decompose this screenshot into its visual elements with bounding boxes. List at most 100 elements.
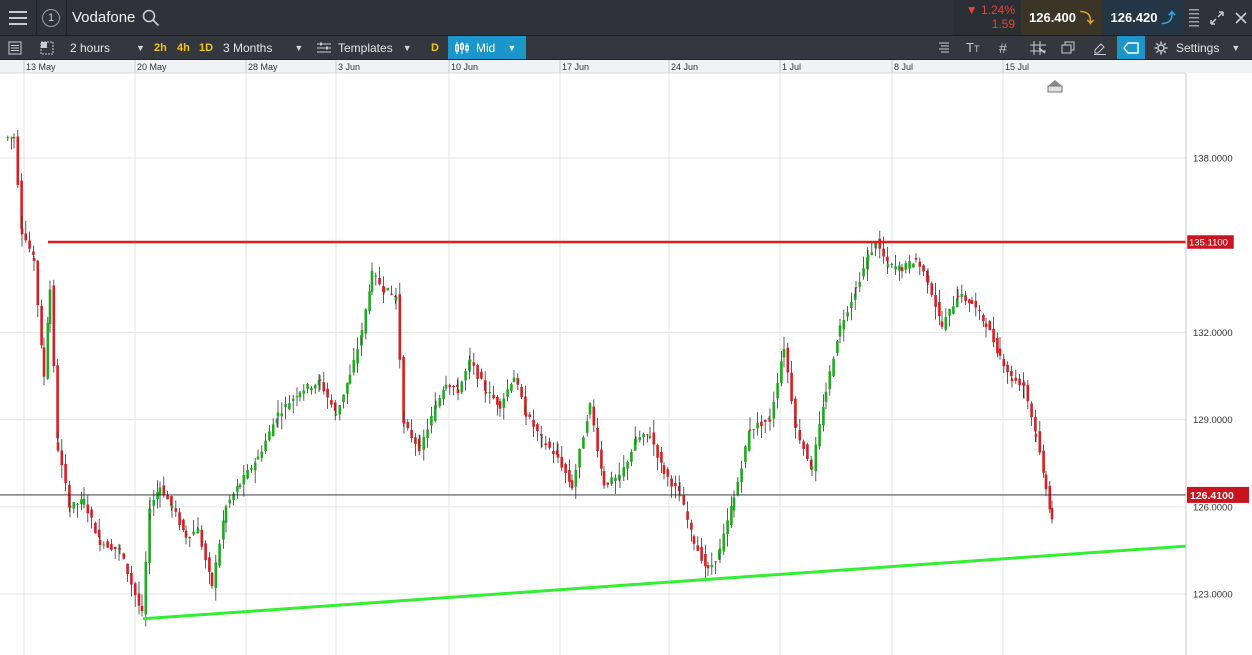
annotation-tool-button[interactable] bbox=[1117, 36, 1145, 59]
candle bbox=[148, 497, 152, 520]
candle bbox=[696, 536, 700, 552]
candle bbox=[1034, 432, 1038, 443]
candle bbox=[984, 317, 988, 338]
candle bbox=[430, 406, 433, 434]
candle bbox=[236, 479, 239, 499]
candle bbox=[188, 536, 192, 548]
candle bbox=[722, 523, 726, 555]
quick-interval-4h[interactable]: 4h bbox=[177, 41, 190, 54]
candle bbox=[468, 355, 471, 380]
candle bbox=[904, 260, 908, 274]
buy-button[interactable]: 126.420 ⤴ bbox=[1102, 0, 1184, 35]
text-tool-button[interactable]: TT bbox=[966, 36, 979, 59]
y-tick-label: 123.0000 bbox=[1193, 590, 1233, 601]
instrument-name[interactable]: Vodafone bbox=[72, 9, 136, 26]
layout-button[interactable] bbox=[40, 36, 54, 59]
compare-button[interactable] bbox=[1061, 36, 1075, 59]
candle bbox=[648, 426, 652, 440]
candle bbox=[370, 262, 374, 296]
menu-button[interactable] bbox=[0, 0, 36, 35]
candle bbox=[686, 501, 689, 529]
candle bbox=[730, 496, 733, 528]
candle bbox=[326, 382, 329, 409]
indicators-button[interactable] bbox=[937, 36, 951, 59]
candle bbox=[998, 337, 1002, 360]
candle bbox=[763, 419, 767, 434]
candle bbox=[170, 495, 173, 511]
candle bbox=[618, 475, 622, 489]
sell-button[interactable]: 126.400 ⤵ bbox=[1021, 0, 1102, 35]
close-icon[interactable] bbox=[1235, 11, 1247, 24]
candle bbox=[496, 395, 499, 416]
list-icon bbox=[8, 41, 22, 54]
candle bbox=[484, 381, 488, 395]
crosshair-button[interactable] bbox=[1030, 36, 1046, 59]
candle bbox=[996, 332, 999, 358]
quick-interval-2h[interactable]: 2h bbox=[154, 41, 167, 54]
candle bbox=[744, 445, 747, 469]
candle bbox=[184, 525, 188, 545]
y-tick-label: 129.0000 bbox=[1193, 415, 1233, 426]
candle bbox=[678, 482, 682, 497]
candle bbox=[56, 359, 59, 444]
templates-select[interactable]: Templates ▼ bbox=[317, 36, 412, 59]
expand-icon[interactable] bbox=[1210, 10, 1224, 25]
candle bbox=[210, 571, 214, 589]
scroll-home-icon[interactable] bbox=[1048, 80, 1062, 86]
search-icon[interactable] bbox=[142, 9, 160, 27]
candle bbox=[382, 286, 386, 295]
candle bbox=[118, 544, 122, 555]
d-button[interactable]: D bbox=[431, 41, 439, 54]
candle bbox=[682, 486, 686, 506]
interval-select[interactable]: 2 hours ▼ bbox=[70, 36, 145, 59]
candle bbox=[536, 422, 539, 441]
candle bbox=[878, 230, 882, 259]
candle bbox=[398, 282, 402, 369]
candle bbox=[224, 504, 228, 533]
candle bbox=[1034, 409, 1037, 443]
range-select[interactable]: 3 Months ▼ bbox=[223, 36, 303, 59]
candle bbox=[268, 424, 271, 442]
candle bbox=[342, 394, 345, 409]
candle bbox=[137, 581, 141, 615]
text-size-icon: TT bbox=[966, 40, 980, 55]
candle bbox=[410, 419, 413, 443]
alerts-button[interactable]: 1 bbox=[36, 0, 66, 35]
candle bbox=[460, 380, 464, 395]
grid-toggle-button[interactable]: # bbox=[999, 36, 1007, 59]
price-type-select[interactable]: Mid ▼ bbox=[448, 36, 526, 59]
chart-toolbar: 2 hours ▼ 2h 4h 1D 3 Months ▼ Templates … bbox=[0, 36, 1252, 60]
candle bbox=[814, 436, 818, 482]
candle bbox=[748, 417, 752, 433]
settings-select[interactable]: Settings ▼ bbox=[1154, 36, 1240, 59]
candle bbox=[48, 280, 52, 333]
candle bbox=[516, 373, 520, 391]
drag-handle-icon[interactable] bbox=[1189, 7, 1200, 29]
candle bbox=[592, 399, 596, 432]
candle bbox=[122, 552, 126, 560]
candle bbox=[133, 581, 137, 607]
support-trendline[interactable] bbox=[142, 544, 1187, 621]
candle bbox=[780, 350, 783, 387]
candle bbox=[656, 443, 659, 470]
candle bbox=[532, 409, 535, 437]
candle bbox=[42, 337, 46, 386]
draw-tool-button[interactable] bbox=[1093, 36, 1107, 59]
price-chart[interactable]: 13 May 20 May 28 May 3 Jun 10 Jun 17 Jun 24 Ju… bbox=[0, 60, 1252, 655]
candle bbox=[794, 396, 797, 439]
candle bbox=[710, 552, 714, 575]
chart-list-button[interactable] bbox=[8, 36, 22, 59]
quick-interval-1d[interactable]: 1D bbox=[199, 41, 214, 54]
sell-price: 126.400 bbox=[1029, 10, 1076, 25]
candle bbox=[756, 412, 759, 436]
candle bbox=[866, 247, 869, 281]
candle bbox=[200, 525, 204, 550]
candle bbox=[862, 256, 865, 280]
candle bbox=[60, 439, 64, 478]
candle bbox=[222, 510, 225, 549]
candle bbox=[182, 518, 185, 533]
candle bbox=[832, 356, 835, 377]
chart-area[interactable]: 13 May 20 May 28 May 3 Jun 10 Jun 17 Jun 24 Ju… bbox=[0, 60, 1252, 655]
candle bbox=[334, 404, 338, 416]
candle bbox=[86, 495, 90, 523]
